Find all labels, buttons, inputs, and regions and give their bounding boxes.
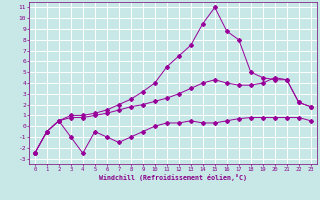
X-axis label: Windchill (Refroidissement éolien,°C): Windchill (Refroidissement éolien,°C): [99, 174, 247, 181]
